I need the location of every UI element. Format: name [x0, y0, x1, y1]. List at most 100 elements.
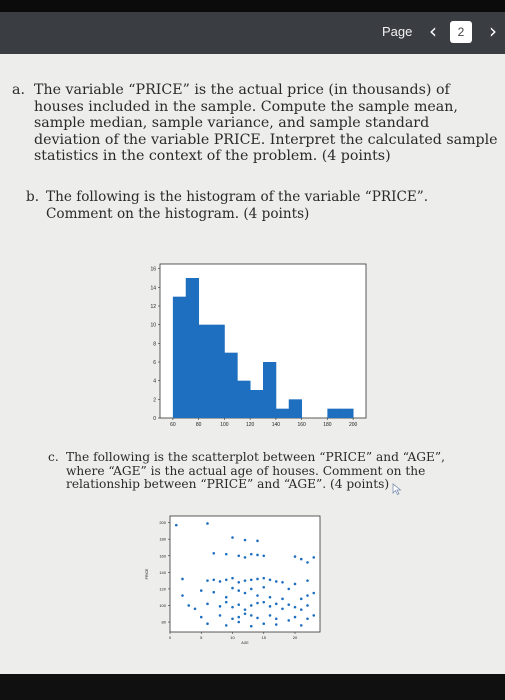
page-label: Page: [382, 24, 413, 39]
scatter-point-18: [212, 578, 216, 582]
chevron-left-icon[interactable]: ‹: [429, 19, 437, 43]
scatter-point-32: [181, 594, 184, 597]
question-a-label: a.: [12, 82, 25, 98]
bottom-strip: [0, 674, 505, 700]
scatter-y-tick-label-120: 120: [159, 586, 166, 591]
scatter-point-47: [312, 591, 316, 595]
scatter-point-41: [262, 585, 266, 589]
scatter-point-3: [243, 538, 247, 542]
scatter-point-27: [268, 578, 272, 582]
scatter-point-73: [268, 614, 272, 617]
x-tick-label-140: 140: [272, 422, 281, 428]
scatter-x-tick-label-15: 15: [262, 635, 267, 640]
x-tick-label-180: 180: [323, 422, 332, 428]
histogram-bar-3: [211, 324, 225, 418]
y-tick-label-8: 8: [153, 341, 156, 347]
scatter-point-77: [306, 617, 309, 621]
page-number-input[interactable]: 2: [450, 21, 472, 43]
question-b-label: b.: [26, 189, 40, 205]
x-tick-label-60: 60: [170, 422, 176, 428]
scatter-point-12: [293, 555, 297, 558]
scatter-point-67: [218, 614, 222, 617]
histogram-bar-4: [224, 352, 238, 418]
x-tick-label-160: 160: [297, 422, 306, 428]
scatter-point-71: [249, 614, 253, 617]
scatter-point-63: [293, 605, 297, 609]
scatter-point-53: [231, 605, 234, 609]
scatter-point-60: [274, 602, 278, 606]
question-c: c. The following is the scatterplot betw…: [48, 450, 468, 492]
scatter-y-tick-label-200: 200: [159, 520, 166, 525]
scatter-y-tick-label-100: 100: [159, 603, 166, 608]
histogram-bar-13: [340, 408, 354, 418]
scatter-point-85: [299, 624, 303, 627]
scatter-point-38: [243, 591, 247, 595]
top-strip: [0, 0, 505, 12]
scatter-point-22: [237, 580, 241, 584]
question-b-text: The following is the histogram of the va…: [46, 189, 429, 222]
scatter-point-5: [212, 551, 216, 555]
scatter-point-24: [249, 578, 253, 582]
histogram-bar-8: [275, 408, 290, 418]
scatter-y-tick-label-160: 160: [159, 553, 166, 558]
scatter-point-20: [224, 578, 228, 582]
scatter-point-33: [199, 589, 203, 592]
question-b: b. The following is the histogram of the…: [26, 189, 466, 222]
scatter-point-80: [224, 624, 228, 627]
scatter-point-84: [274, 623, 278, 626]
scatter-point-23: [243, 579, 247, 582]
scatter-point-70: [243, 612, 247, 616]
chevron-right-icon[interactable]: ›: [489, 19, 497, 43]
x-tick-label-200: 200: [349, 422, 358, 428]
scatter-point-8: [243, 556, 247, 559]
scatter-point-42: [268, 595, 272, 599]
histogram-bar-9: [288, 399, 303, 418]
scatter-x-tick-label-10: 10: [230, 635, 235, 640]
document-page: a. The variable “PRICE” is the actual pr…: [0, 54, 505, 674]
scatter-point-19: [218, 580, 222, 583]
scatter-point-6: [224, 552, 228, 556]
scatter-point-54: [237, 603, 241, 606]
histogram-bar-6: [250, 390, 264, 418]
y-tick-label-6: 6: [153, 360, 156, 366]
histogram-bar-7: [263, 362, 277, 418]
scatter-point-82: [249, 624, 253, 628]
price-age-scatterplot: 80 100 120 140 160 180 200 0 5 10 15 20 AGE PRICE: [145, 515, 321, 645]
scatter-x-tick-label-20: 20: [293, 635, 298, 640]
scatter-point-51: [218, 605, 222, 608]
scatter-point-16: [181, 577, 184, 581]
scatter-point-39: [249, 587, 253, 591]
scatter-point-75: [287, 619, 291, 622]
x-tick-label-100: 100: [220, 422, 229, 428]
scatter-point-30: [293, 582, 297, 586]
scatter-point-36: [231, 586, 234, 590]
scatter-point-25: [256, 577, 259, 581]
scatter-point-52: [224, 600, 228, 604]
y-tick-label-2: 2: [153, 397, 156, 403]
scatter-point-45: [299, 597, 303, 601]
question-c-text: The following is the scatterplot between…: [66, 450, 445, 491]
scatter-point-76: [293, 615, 297, 619]
scatter-point-9: [249, 552, 253, 556]
scatter-point-43: [281, 597, 284, 601]
scatter-point-40: [256, 594, 259, 597]
scatter-point-35: [224, 595, 228, 599]
histogram-bar-2: [198, 324, 212, 418]
scatter-point-37: [237, 589, 241, 592]
cursor-icon: [392, 483, 402, 496]
scatter-point-0: [174, 523, 178, 527]
scatter-point-13: [299, 557, 303, 561]
scatter-point-14: [306, 561, 309, 564]
scatter-point-1: [206, 522, 209, 525]
scatter-y-axis-label: PRICE: [145, 568, 149, 579]
scatter-point-55: [243, 608, 247, 611]
scatter-point-66: [199, 615, 203, 619]
question-a: a. The variable “PRICE” is the actual pr…: [12, 82, 498, 165]
scatter-point-10: [256, 553, 259, 557]
question-c-label: c.: [48, 450, 59, 464]
y-tick-label-14: 14: [150, 285, 156, 291]
scatter-point-31: [306, 579, 309, 582]
question-a-text: The variable “PRICE” is the actual price…: [34, 82, 498, 164]
scatter-x-axis-label: AGE: [241, 641, 249, 645]
histogram-bar-0: [172, 296, 187, 418]
